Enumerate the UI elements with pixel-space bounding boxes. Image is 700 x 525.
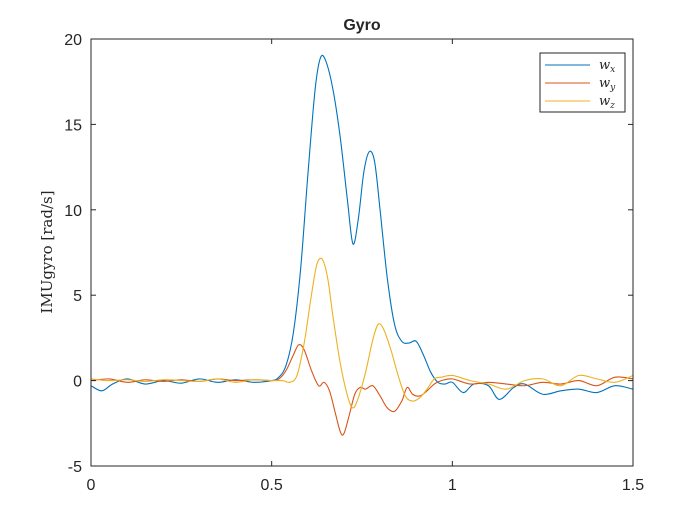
x-tick-label: 0 bbox=[87, 477, 96, 494]
series-line-y bbox=[90, 343, 634, 436]
y-tick-label: 5 bbox=[73, 288, 82, 305]
x-tick-label: 1.5 bbox=[622, 477, 644, 494]
y-tick-label: 0 bbox=[73, 374, 82, 391]
y-tick-label: 20 bbox=[64, 32, 82, 49]
y-tick-label: 15 bbox=[64, 117, 82, 134]
axes-box bbox=[90, 38, 634, 467]
x-tick-label: 1 bbox=[448, 477, 457, 494]
y-tick-label: -5 bbox=[68, 459, 82, 476]
y-tick-label: 10 bbox=[64, 203, 82, 220]
series-lines bbox=[90, 54, 634, 436]
y-axis-label: IMUgyro [rad/s] bbox=[38, 190, 56, 313]
series-line-z bbox=[90, 257, 634, 409]
chart-title: Gyro bbox=[343, 17, 381, 34]
axis-ticks: 0 0.5 1 1.5 -5 0 5 10 15 20 bbox=[64, 32, 644, 494]
series-line-x bbox=[90, 54, 634, 400]
x-tick-label: 0.5 bbox=[261, 477, 283, 494]
